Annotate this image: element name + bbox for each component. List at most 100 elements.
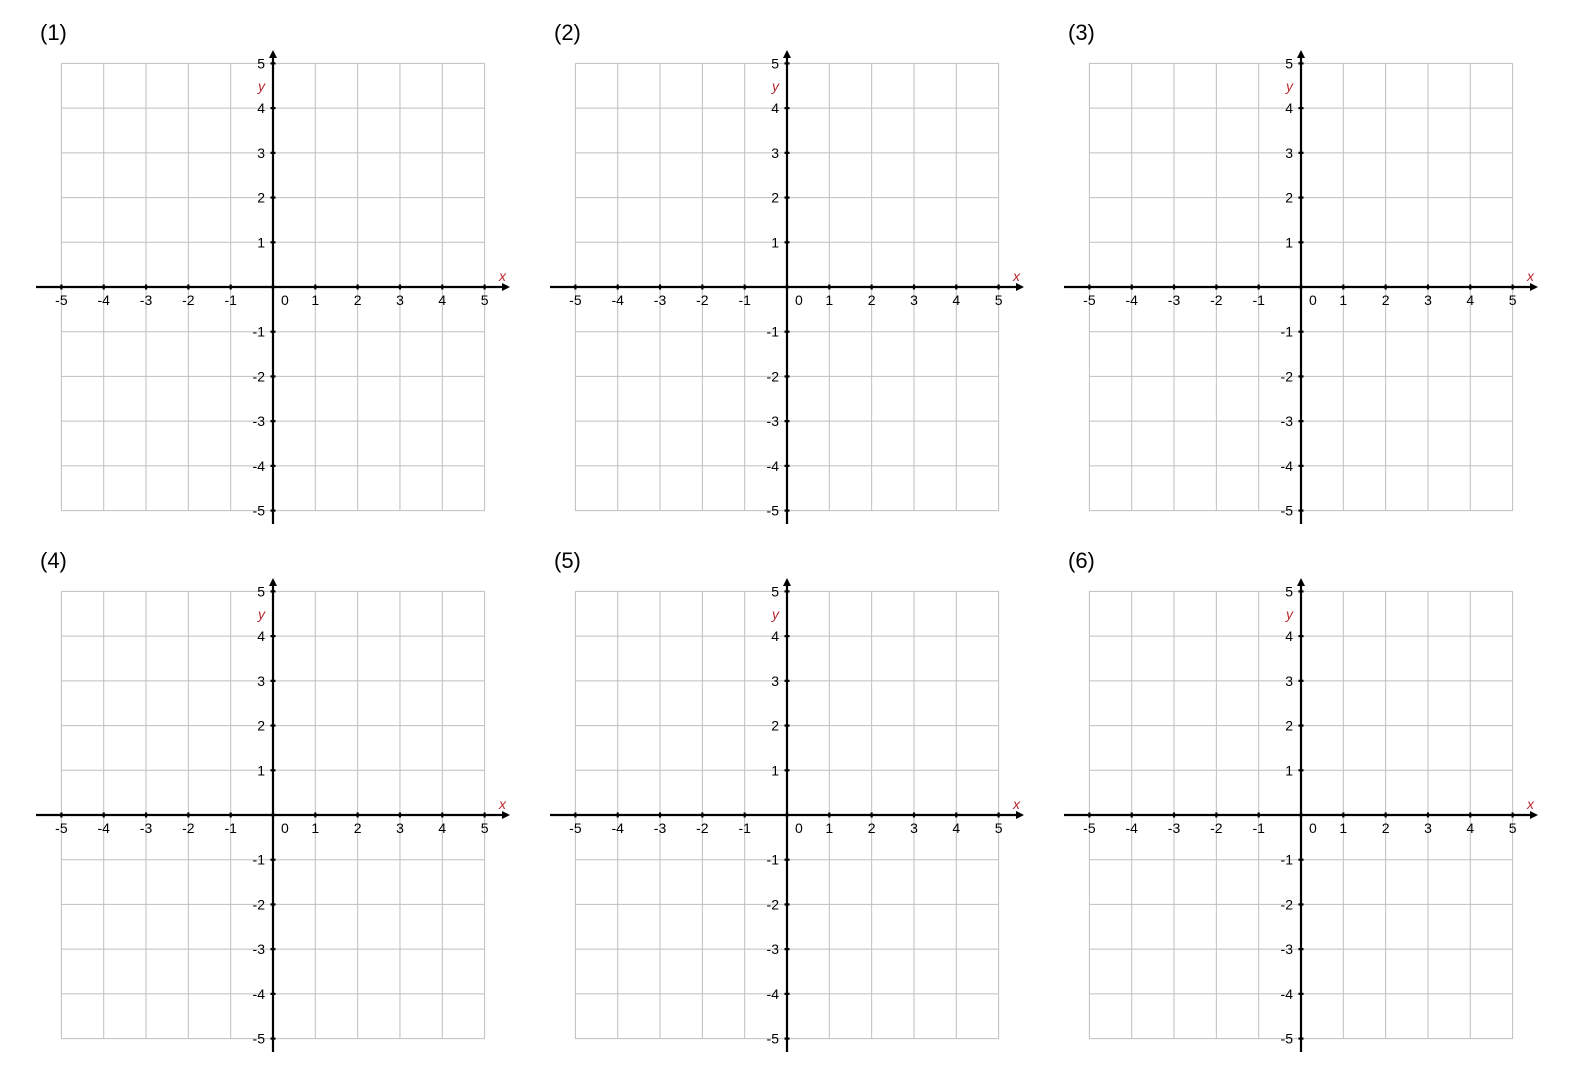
coordinate-plane: -5-4-3-2-101234512345-1-2-3-4-5xy [1064,50,1538,524]
svg-text:-2: -2 [182,292,195,308]
svg-text:3: 3 [1424,292,1432,308]
panel-1: (1) -5-4-3-2-101234512345-1-2-3-4-5xy [36,20,510,524]
svg-text:-2: -2 [1281,896,1294,912]
svg-text:5: 5 [1285,583,1293,599]
svg-text:-5: -5 [55,292,68,308]
panel-label: (3) [1068,20,1538,46]
svg-text:3: 3 [1285,145,1293,161]
svg-text:-1: -1 [738,292,751,308]
svg-text:3: 3 [1424,820,1432,836]
svg-text:1: 1 [257,234,265,250]
svg-text:5: 5 [257,583,265,599]
svg-text:5: 5 [771,55,779,71]
svg-text:-1: -1 [253,852,266,868]
svg-text:1: 1 [257,762,265,778]
grid-layout: (1) -5-4-3-2-101234512345-1-2-3-4-5xy (2… [0,0,1574,1092]
svg-text:-4: -4 [611,820,624,836]
svg-text:-1: -1 [1281,852,1294,868]
svg-text:5: 5 [481,820,489,836]
svg-text:3: 3 [1285,673,1293,689]
svg-text:-1: -1 [1252,820,1265,836]
svg-text:-3: -3 [654,292,667,308]
svg-text:y: y [771,78,780,94]
svg-text:-3: -3 [1168,292,1181,308]
svg-text:y: y [257,606,266,622]
svg-text:4: 4 [257,628,265,644]
svg-text:3: 3 [257,673,265,689]
svg-text:y: y [771,606,780,622]
svg-text:1: 1 [825,292,833,308]
svg-text:5: 5 [1285,55,1293,71]
svg-text:-4: -4 [1281,986,1294,1002]
panel-6: (6) -5-4-3-2-101234512345-1-2-3-4-5xy [1064,548,1538,1052]
svg-text:x: x [1012,796,1021,812]
svg-text:-5: -5 [1281,1031,1294,1047]
svg-text:-5: -5 [569,292,582,308]
svg-text:3: 3 [396,292,404,308]
svg-text:4: 4 [952,820,960,836]
svg-text:-3: -3 [140,292,153,308]
svg-text:-3: -3 [654,820,667,836]
panel-2: (2) -5-4-3-2-101234512345-1-2-3-4-5xy [550,20,1024,524]
svg-text:2: 2 [354,292,362,308]
svg-text:-4: -4 [611,292,624,308]
svg-text:5: 5 [1509,820,1517,836]
svg-text:2: 2 [1285,718,1293,734]
svg-text:0: 0 [281,292,289,308]
svg-text:2: 2 [771,718,779,734]
svg-text:-4: -4 [767,458,780,474]
svg-text:1: 1 [825,820,833,836]
svg-text:1: 1 [1285,234,1293,250]
svg-text:3: 3 [771,673,779,689]
svg-text:4: 4 [771,100,779,116]
svg-text:1: 1 [771,762,779,778]
svg-text:x: x [1526,268,1535,284]
svg-text:3: 3 [257,145,265,161]
svg-text:-1: -1 [738,820,751,836]
panel-label: (4) [40,548,510,574]
svg-text:-3: -3 [253,941,266,957]
svg-text:-3: -3 [140,820,153,836]
svg-text:y: y [1285,606,1294,622]
svg-text:-1: -1 [767,324,780,340]
svg-text:0: 0 [281,820,289,836]
svg-text:4: 4 [257,100,265,116]
svg-text:5: 5 [481,292,489,308]
svg-text:-5: -5 [569,820,582,836]
svg-text:3: 3 [910,292,918,308]
svg-text:-1: -1 [1281,324,1294,340]
coordinate-plane: -5-4-3-2-101234512345-1-2-3-4-5xy [36,578,510,1052]
svg-text:-2: -2 [1210,820,1223,836]
panel-5: (5) -5-4-3-2-101234512345-1-2-3-4-5xy [550,548,1024,1052]
svg-text:-3: -3 [1281,413,1294,429]
svg-text:2: 2 [771,190,779,206]
svg-text:-4: -4 [767,986,780,1002]
svg-text:1: 1 [1285,762,1293,778]
svg-text:0: 0 [795,292,803,308]
svg-text:-3: -3 [253,413,266,429]
svg-text:2: 2 [868,292,876,308]
svg-text:x: x [1526,796,1535,812]
svg-text:4: 4 [1285,628,1293,644]
svg-text:0: 0 [795,820,803,836]
svg-text:-3: -3 [767,413,780,429]
svg-text:-3: -3 [1168,820,1181,836]
svg-text:5: 5 [1509,292,1517,308]
svg-text:-4: -4 [253,458,266,474]
svg-text:5: 5 [995,292,1003,308]
svg-text:0: 0 [1309,292,1317,308]
svg-text:-5: -5 [1281,503,1294,519]
svg-text:-5: -5 [767,1031,780,1047]
svg-text:4: 4 [438,292,446,308]
svg-text:-2: -2 [767,896,780,912]
svg-text:1: 1 [1339,820,1347,836]
svg-text:-5: -5 [767,503,780,519]
svg-text:5: 5 [771,583,779,599]
svg-text:-1: -1 [767,852,780,868]
svg-text:4: 4 [952,292,960,308]
svg-text:-5: -5 [253,1031,266,1047]
svg-text:2: 2 [257,190,265,206]
svg-text:4: 4 [1466,820,1474,836]
svg-text:-5: -5 [55,820,68,836]
svg-text:0: 0 [1309,820,1317,836]
